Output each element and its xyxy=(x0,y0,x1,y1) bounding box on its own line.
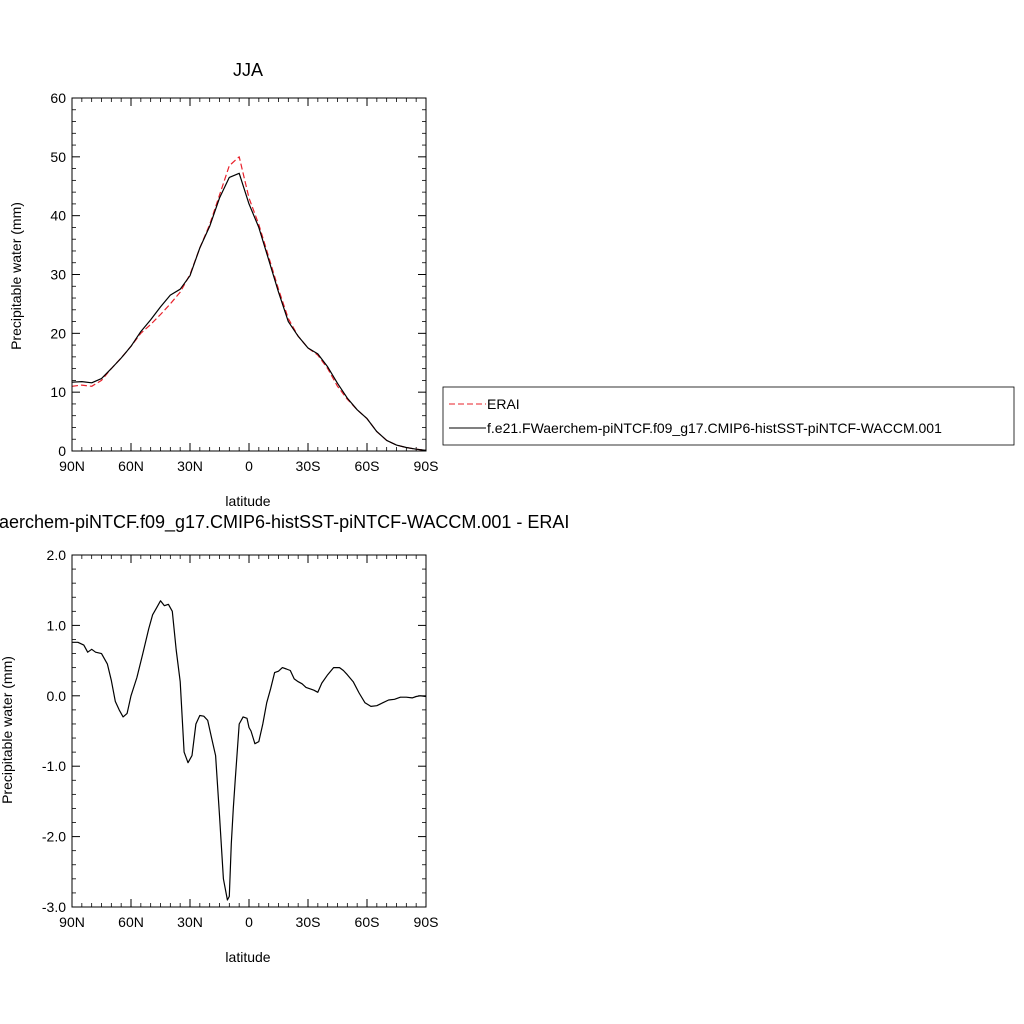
y-tick-label: 1.0 xyxy=(47,617,67,633)
top-x-axis-label: latitude xyxy=(225,493,270,509)
top-chart-title: JJA xyxy=(233,60,263,80)
y-tick-label: 0 xyxy=(58,443,66,459)
x-tick-label: 90S xyxy=(414,458,439,474)
top-panel: JJA Precipitable water (mm) latitude 90N… xyxy=(8,60,438,509)
top-y-axis-label: Precipitable water (mm) xyxy=(8,202,24,350)
series-line-erai xyxy=(71,156,427,451)
x-tick-label: 90N xyxy=(59,914,85,930)
y-tick-label: 0.0 xyxy=(47,688,67,704)
y-tick-label: 2.0 xyxy=(47,547,67,563)
y-tick-label: -2.0 xyxy=(42,829,66,845)
x-tick-label: 0 xyxy=(245,914,253,930)
series-line-difference xyxy=(72,600,427,901)
x-tick-label: 30S xyxy=(296,914,321,930)
legend: ERAI f.e21.FWaerchem-piNTCF.f09_g17.CMIP… xyxy=(442,386,1015,446)
y-tick-label: 40 xyxy=(50,208,66,224)
y-tick-label: 10 xyxy=(50,384,66,400)
x-tick-label: 30S xyxy=(296,458,321,474)
top-plot-frame xyxy=(71,97,427,452)
y-tick-label: -3.0 xyxy=(42,899,66,915)
top-ticks: 90N 60N 30N 0 30S 60S 90S 0 10 20 30 40 50 60 xyxy=(50,90,438,474)
x-tick-label: 90N xyxy=(59,458,85,474)
bottom-series-lines xyxy=(72,600,427,901)
x-tick-label: 30N xyxy=(177,914,203,930)
x-tick-label: 60N xyxy=(118,458,144,474)
legend-box xyxy=(442,386,1015,446)
x-tick-label: 60N xyxy=(118,914,144,930)
y-tick-label: 60 xyxy=(50,90,66,106)
legend-label-erai: ERAI xyxy=(487,396,520,412)
x-tick-label: 60S xyxy=(355,458,380,474)
x-tick-label: 0 xyxy=(245,458,253,474)
bottom-ticks: 90N 60N 30N 0 30S 60S 90S -3.0 -2.0 -1.0 0.0 1.0 2.0 xyxy=(42,547,439,930)
x-tick-label: 30N xyxy=(177,458,203,474)
y-tick-label: 30 xyxy=(50,267,66,283)
series-line-f xyxy=(71,172,427,451)
bottom-panel: f.e21.FWaerchem-piNTCF.f09_g17.CMIP6-his… xyxy=(0,512,569,965)
x-tick-label: 60S xyxy=(355,914,380,930)
y-tick-label: -1.0 xyxy=(42,758,66,774)
y-tick-label: 50 xyxy=(50,149,66,165)
bottom-x-axis-label: latitude xyxy=(225,949,270,965)
x-tick-label: 90S xyxy=(414,914,439,930)
y-tick-label: 20 xyxy=(50,325,66,341)
bottom-plot-frame xyxy=(71,554,427,908)
bottom-y-axis-label: Precipitable water (mm) xyxy=(0,656,15,804)
bottom-chart-title: f.e21.FWaerchem-piNTCF.f09_g17.CMIP6-his… xyxy=(0,512,569,533)
legend-label-model: f.e21.FWaerchem-piNTCF.f09_g17.CMIP6-his… xyxy=(487,420,942,436)
top-series-lines xyxy=(71,156,427,451)
